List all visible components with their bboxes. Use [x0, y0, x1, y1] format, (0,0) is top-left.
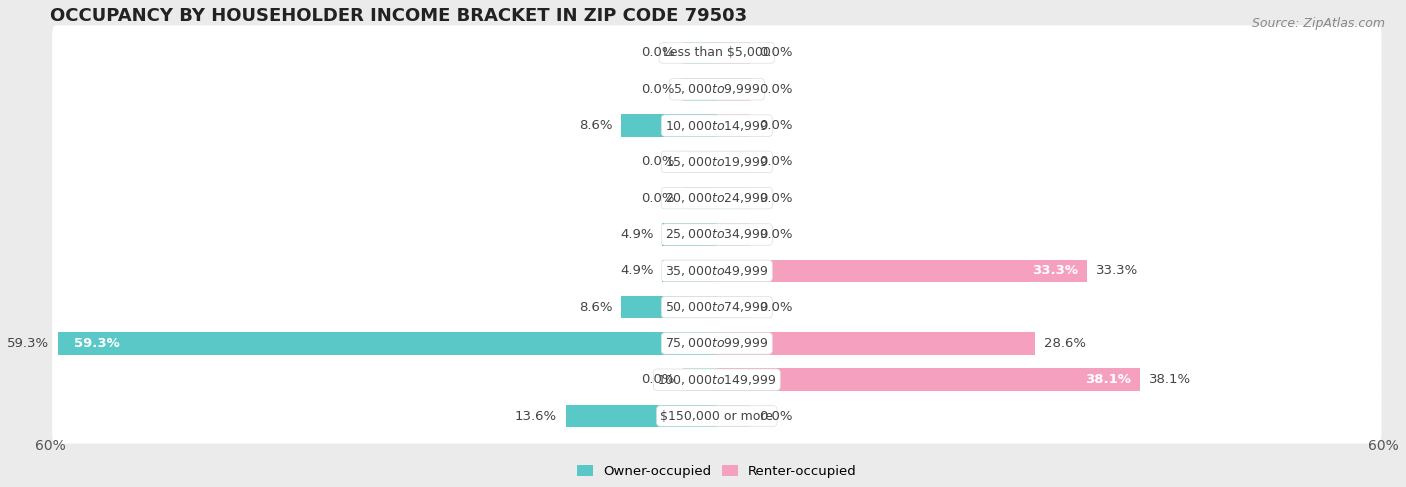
Bar	[683, 150, 717, 173]
Text: 0.0%: 0.0%	[641, 83, 675, 96]
FancyBboxPatch shape	[52, 207, 1382, 262]
Text: 0.0%: 0.0%	[759, 300, 793, 314]
Bar	[717, 223, 751, 246]
Text: 0.0%: 0.0%	[641, 155, 675, 169]
Text: 13.6%: 13.6%	[515, 410, 557, 423]
Text: $10,000 to $14,999: $10,000 to $14,999	[665, 119, 769, 132]
Bar	[683, 187, 717, 209]
Text: $75,000 to $99,999: $75,000 to $99,999	[665, 337, 769, 351]
Bar	[717, 150, 751, 173]
Text: 0.0%: 0.0%	[759, 228, 793, 241]
Text: 59.3%: 59.3%	[75, 337, 120, 350]
FancyBboxPatch shape	[52, 98, 1382, 153]
Bar	[717, 42, 751, 64]
Text: $20,000 to $24,999: $20,000 to $24,999	[665, 191, 769, 205]
Bar	[717, 332, 1035, 355]
FancyBboxPatch shape	[52, 316, 1382, 371]
Text: $35,000 to $49,999: $35,000 to $49,999	[665, 264, 769, 278]
Bar	[717, 187, 751, 209]
Text: $100,000 to $149,999: $100,000 to $149,999	[657, 373, 776, 387]
Legend: Owner-occupied, Renter-occupied: Owner-occupied, Renter-occupied	[571, 460, 862, 484]
FancyBboxPatch shape	[52, 243, 1382, 299]
Bar	[683, 78, 717, 100]
Text: 4.9%: 4.9%	[620, 264, 654, 277]
Text: Less than $5,000: Less than $5,000	[662, 46, 770, 59]
Bar	[662, 260, 717, 282]
Text: 0.0%: 0.0%	[759, 119, 793, 132]
Bar	[717, 405, 751, 427]
FancyBboxPatch shape	[52, 25, 1382, 80]
FancyBboxPatch shape	[52, 170, 1382, 226]
Bar	[717, 369, 1140, 391]
Text: OCCUPANCY BY HOUSEHOLDER INCOME BRACKET IN ZIP CODE 79503: OCCUPANCY BY HOUSEHOLDER INCOME BRACKET …	[51, 7, 747, 25]
Text: $15,000 to $19,999: $15,000 to $19,999	[665, 155, 769, 169]
FancyBboxPatch shape	[52, 134, 1382, 189]
Text: 0.0%: 0.0%	[759, 410, 793, 423]
Text: $50,000 to $74,999: $50,000 to $74,999	[665, 300, 769, 314]
Bar	[717, 78, 751, 100]
FancyBboxPatch shape	[52, 352, 1382, 407]
Text: 0.0%: 0.0%	[641, 46, 675, 59]
Text: 59.3%: 59.3%	[7, 337, 49, 350]
Text: 0.0%: 0.0%	[759, 155, 793, 169]
Text: 0.0%: 0.0%	[641, 373, 675, 386]
Text: 0.0%: 0.0%	[759, 83, 793, 96]
Bar	[621, 114, 717, 137]
FancyBboxPatch shape	[52, 62, 1382, 117]
Bar	[717, 260, 1087, 282]
Bar	[621, 296, 717, 318]
Text: 38.1%: 38.1%	[1149, 373, 1191, 386]
FancyBboxPatch shape	[52, 280, 1382, 335]
Bar	[683, 369, 717, 391]
Text: $150,000 or more: $150,000 or more	[661, 410, 773, 423]
Text: 0.0%: 0.0%	[759, 46, 793, 59]
Text: 38.1%: 38.1%	[1085, 373, 1132, 386]
FancyBboxPatch shape	[52, 389, 1382, 444]
Text: $25,000 to $34,999: $25,000 to $34,999	[665, 227, 769, 242]
Text: 28.6%: 28.6%	[1043, 337, 1085, 350]
Text: Source: ZipAtlas.com: Source: ZipAtlas.com	[1251, 17, 1385, 30]
Bar	[683, 42, 717, 64]
Text: 8.6%: 8.6%	[579, 119, 613, 132]
Text: 33.3%: 33.3%	[1095, 264, 1137, 277]
Text: 0.0%: 0.0%	[641, 192, 675, 205]
Text: 8.6%: 8.6%	[579, 300, 613, 314]
Bar	[58, 332, 717, 355]
Text: 0.0%: 0.0%	[759, 192, 793, 205]
Text: 4.9%: 4.9%	[620, 228, 654, 241]
Text: 33.3%: 33.3%	[1032, 264, 1078, 277]
Bar	[565, 405, 717, 427]
Bar	[662, 223, 717, 246]
Bar	[717, 114, 751, 137]
Bar	[717, 296, 751, 318]
Text: $5,000 to $9,999: $5,000 to $9,999	[673, 82, 761, 96]
